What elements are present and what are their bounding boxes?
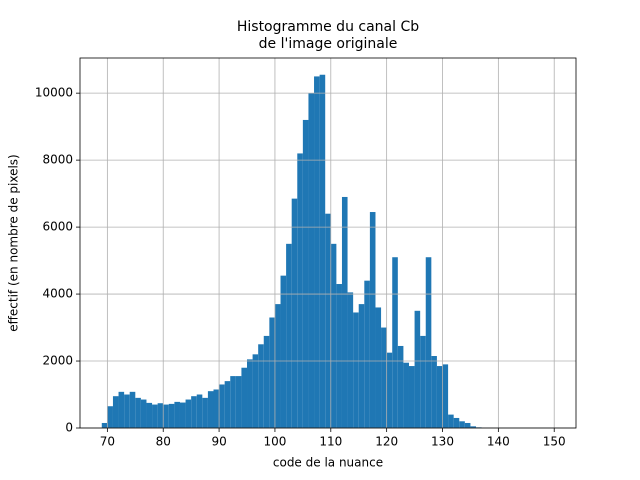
bar [252, 354, 259, 428]
bar [330, 243, 337, 428]
bar [241, 367, 248, 428]
bar [448, 414, 454, 428]
bar [302, 119, 309, 428]
y-tick-label: 6000 [42, 220, 73, 234]
bar [274, 304, 281, 428]
x-tick-label: 100 [263, 435, 286, 449]
y-tick-label: 8000 [42, 153, 73, 167]
bar [386, 352, 393, 428]
y-axis-label: effectif (en nombre de pixels) [7, 154, 21, 331]
bar [168, 403, 175, 428]
bar [408, 366, 415, 428]
y-tick-label: 0 [65, 421, 73, 435]
x-tick-label: 110 [319, 435, 342, 449]
x-tick-label: 70 [100, 435, 115, 449]
bar [235, 376, 242, 428]
bar [314, 76, 320, 428]
bar [364, 280, 370, 428]
bar [135, 397, 141, 428]
bar [470, 426, 477, 428]
bar [392, 257, 398, 428]
bar [230, 376, 236, 428]
bar [453, 417, 460, 428]
x-tick-label: 80 [156, 435, 171, 449]
bar [207, 391, 214, 428]
bar [124, 394, 130, 428]
bar [397, 345, 404, 428]
bar [179, 402, 186, 428]
bar [101, 422, 108, 428]
x-tick-label: 130 [431, 435, 454, 449]
bar [375, 307, 382, 428]
bar [191, 396, 197, 428]
bar [280, 275, 287, 428]
bar [152, 404, 158, 428]
x-tick-label: 150 [543, 435, 566, 449]
x-axis-label: code de la nuance [273, 456, 383, 470]
bar [219, 384, 225, 428]
bar [213, 389, 220, 428]
bar [157, 403, 164, 428]
y-tick-label: 10000 [35, 86, 73, 100]
bar [163, 404, 169, 428]
bar [459, 421, 465, 428]
bar [247, 359, 253, 428]
bar [291, 198, 298, 428]
bar [414, 310, 421, 428]
bar [202, 397, 208, 428]
bar [146, 402, 153, 428]
bar [353, 312, 359, 428]
bar [341, 196, 348, 428]
bar [286, 243, 292, 428]
bar [269, 317, 275, 428]
bar [297, 153, 303, 428]
bar [118, 391, 125, 428]
bar [403, 362, 409, 428]
x-tick-label: 90 [211, 435, 226, 449]
x-tick-label: 140 [487, 435, 510, 449]
bar [258, 344, 264, 428]
bar [308, 93, 315, 428]
bar [347, 292, 354, 428]
bar [174, 401, 180, 428]
bar [442, 364, 449, 428]
bar [381, 327, 387, 428]
bar [263, 335, 270, 428]
bar [129, 391, 136, 428]
bar [196, 394, 203, 428]
bar [107, 406, 113, 428]
bar [112, 396, 119, 428]
bar [358, 304, 365, 428]
bar [336, 284, 342, 428]
chart-title: de l'image originale [259, 36, 398, 52]
bar [436, 366, 443, 428]
bar [420, 335, 426, 428]
y-tick-label: 2000 [42, 354, 73, 368]
bar [140, 399, 147, 428]
bar [325, 213, 331, 428]
plot-frame [79, 57, 577, 429]
bar [369, 212, 376, 428]
bar [431, 356, 437, 428]
bar [224, 381, 231, 428]
bar [185, 399, 192, 428]
chart-title: Histogramme du canal Cb [237, 19, 419, 35]
bar [425, 257, 432, 428]
x-tick-label: 120 [375, 435, 398, 449]
bar [319, 74, 326, 429]
y-tick-label: 4000 [42, 287, 73, 301]
bar [464, 422, 471, 428]
